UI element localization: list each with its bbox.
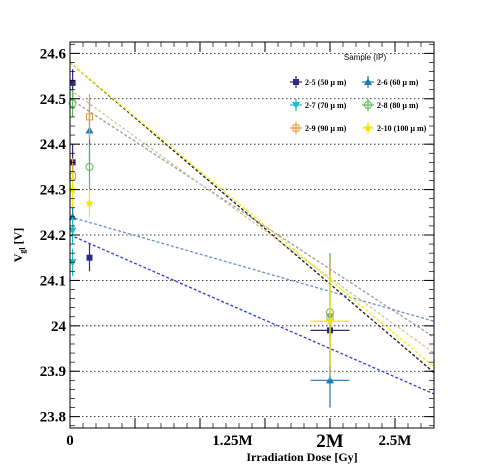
y-tick-label-0: 23.8	[40, 410, 66, 426]
axis-tick-labels: 23.8 23.9 24 24.1 24.2 24.3 24.4 24.5 24.6 0 1.25M…	[40, 46, 412, 452]
legend-label-2: 2-6 (60 µ m)	[377, 78, 419, 87]
y-tick-label-8: 24.6	[40, 46, 67, 62]
legend-marker-4	[364, 101, 372, 109]
series-6	[68, 171, 350, 367]
x-tick-label-2: 2.5M	[379, 433, 412, 449]
fit-line-series-4	[69, 98, 435, 338]
legend-label-4: 2-8 (80 µ m)	[377, 101, 419, 110]
y-tick-label-7: 24.5	[40, 92, 66, 108]
series-6-point-3-marker	[325, 316, 335, 325]
x-axis-title: Irradiation Dose [Gy]	[246, 450, 357, 464]
legend-label-3: 2-7 (70 µ m)	[305, 101, 347, 110]
series-4-point-1-marker	[68, 99, 77, 108]
y-tick-label-4: 24.2	[40, 228, 66, 244]
legend-label-6: 2-10 (100 µ m)	[377, 124, 427, 133]
series-1-point-3-marker	[86, 254, 93, 261]
series-3-point-1-marker	[68, 259, 77, 267]
y-axis-title: Vgl [V]	[11, 228, 27, 263]
series-5-point-2-marker	[86, 113, 93, 121]
y-tick-label-1: 23.9	[40, 364, 66, 380]
y-tick-label-6: 24.4	[40, 137, 67, 153]
fit-lines	[69, 61, 435, 395]
fit-line-series-3	[69, 216, 435, 322]
series-6-point-2-marker	[85, 198, 94, 207]
y-tick-label-5: 24.3	[40, 183, 66, 199]
fit-line-series-6	[69, 61, 435, 368]
x-tick-label-extra: 2M	[316, 431, 344, 452]
legend: Sample (IP) 2-5 (50 µ m) 2-6 (60 µ m) 2-7 …	[290, 53, 427, 134]
grid-lines	[70, 52, 434, 418]
x-tick-label-1: 1.25M	[212, 433, 252, 449]
series-2-point-1-marker	[68, 212, 77, 220]
legend-marker-6	[363, 123, 373, 132]
y-tick-label-2: 24	[51, 319, 67, 335]
series-4-point-2-marker	[85, 162, 94, 171]
legend-marker-2	[364, 78, 372, 85]
legend-label-1: 2-5 (50 µ m)	[305, 78, 347, 87]
series-3-point-2-marker	[68, 227, 77, 235]
legend-marker-1	[293, 79, 299, 85]
fit-line-series-2	[69, 234, 435, 395]
legend-marker-3	[292, 102, 300, 109]
y-tick-label-3: 24.1	[40, 273, 66, 289]
legend-title: Sample (IP)	[344, 53, 387, 62]
axis-ticks	[69, 42, 434, 428]
x-tick-label-0: 0	[66, 433, 74, 449]
series-1-point-1-marker	[69, 79, 76, 86]
legend-label-5: 2-9 (90 µ m)	[305, 124, 347, 133]
legend-marker-5	[292, 124, 300, 132]
